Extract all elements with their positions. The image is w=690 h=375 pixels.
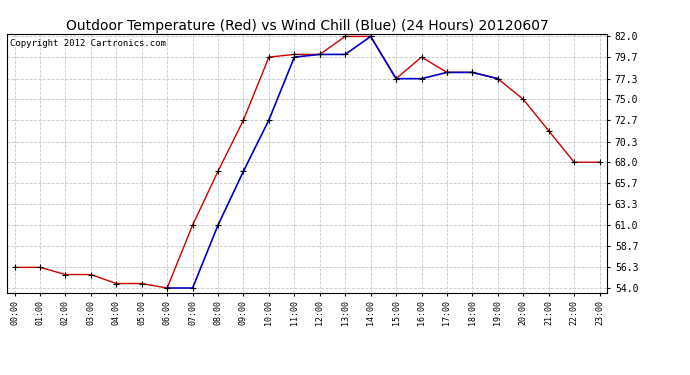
Title: Outdoor Temperature (Red) vs Wind Chill (Blue) (24 Hours) 20120607: Outdoor Temperature (Red) vs Wind Chill … xyxy=(66,19,549,33)
Text: Copyright 2012 Cartronics.com: Copyright 2012 Cartronics.com xyxy=(10,39,166,48)
